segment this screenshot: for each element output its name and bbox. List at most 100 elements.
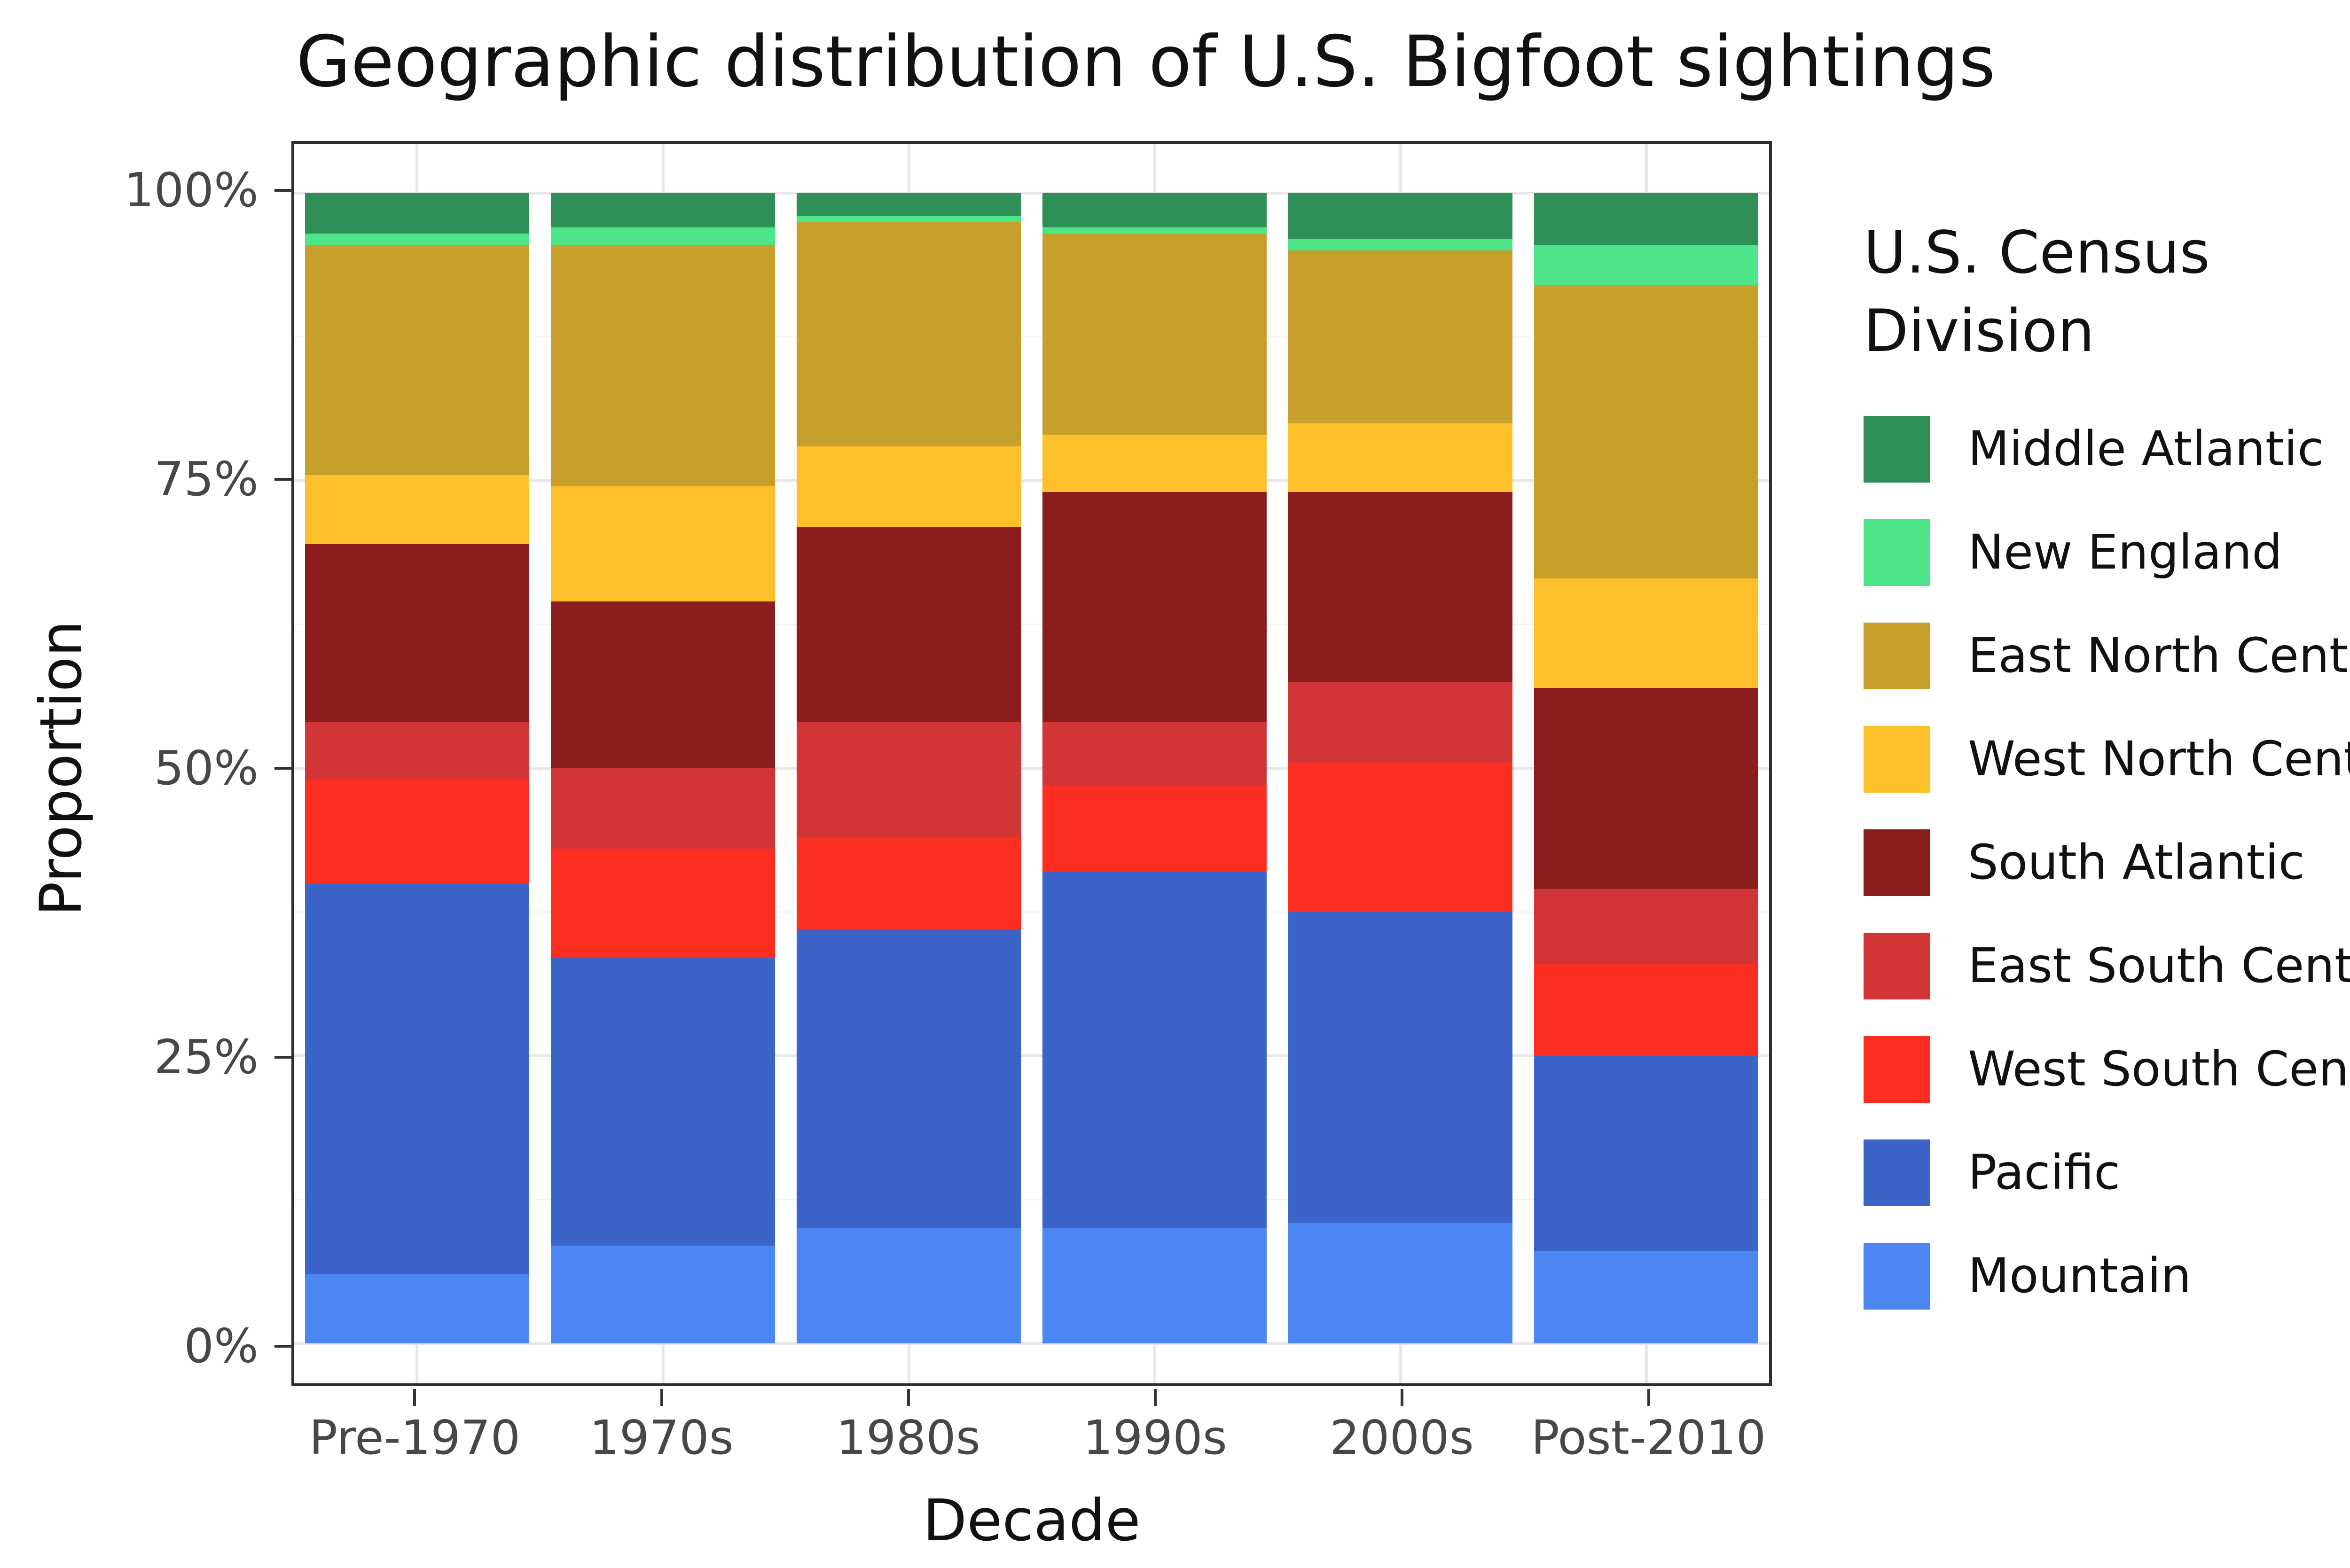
- bar-segment: [1534, 964, 1758, 1056]
- legend-item: Middle Atlantic: [1864, 415, 2350, 483]
- bar-segment: [1288, 1222, 1512, 1343]
- bar-segment: [1534, 285, 1758, 579]
- legend-swatch: [1864, 1036, 1930, 1103]
- y-axis-tick: [274, 189, 291, 192]
- y-axis-tick-label: 75%: [154, 452, 258, 507]
- legend-swatch: [1864, 519, 1930, 586]
- legend-item: East South Central: [1864, 932, 2350, 999]
- gridline-horizontal: [294, 1342, 1769, 1345]
- y-axis-labels: 0% 25% 50% 75% 100%: [0, 167, 258, 1370]
- legend: U.S. Census Division Middle Atlantic New …: [1864, 214, 2350, 1310]
- bar-segment: [551, 958, 775, 1246]
- bar-segment: [1288, 762, 1512, 912]
- bar-segment: [797, 837, 1021, 929]
- bar-segment: [1534, 193, 1758, 245]
- x-axis-tick: [1400, 1389, 1403, 1406]
- bar-segment: [1042, 1228, 1267, 1343]
- bar-segment: [1042, 785, 1267, 872]
- bar-segment: [1042, 193, 1267, 228]
- legend-item: Mountain: [1864, 1242, 2350, 1310]
- bar-segment: [305, 475, 529, 544]
- y-axis-tick-label: 25%: [154, 1030, 258, 1084]
- x-axis-tick-label: 1990s: [1083, 1410, 1227, 1465]
- x-axis-tick: [1647, 1389, 1650, 1406]
- bar-segment: [797, 1228, 1021, 1343]
- bar-segment: [551, 193, 775, 228]
- bar-segment: [1042, 233, 1267, 435]
- y-axis-tick-label: 100%: [124, 163, 258, 218]
- legend-swatch: [1864, 932, 1930, 999]
- bar-segment: [1534, 245, 1758, 285]
- legend-title: U.S. Census Division: [1864, 219, 2210, 366]
- bar-segment: [551, 486, 775, 602]
- bar-segment: [1534, 1251, 1758, 1343]
- bar-segment: [1288, 239, 1512, 251]
- horizontal-gridlines: [294, 192, 1769, 1345]
- y-axis-tick-label: 0%: [184, 1318, 258, 1373]
- bar-segment: [551, 227, 775, 245]
- chart-title: Geographic distribution of U.S. Bigfoot …: [296, 21, 1996, 103]
- legend-item-label: Mountain: [1968, 1248, 2192, 1304]
- bar-segment: [1042, 435, 1267, 492]
- gridline-horizontal-minor: [294, 336, 1769, 338]
- legend-swatch: [1864, 622, 1930, 689]
- bar-pre-1970: [305, 193, 529, 1343]
- legend-swatch: [1864, 829, 1930, 896]
- legend-item-label: New England: [1968, 524, 2282, 581]
- legend-item: West South Central: [1864, 1036, 2350, 1103]
- x-axis-title: Decade: [923, 1487, 1141, 1554]
- legend-item: West North Central: [1864, 725, 2350, 793]
- legend-swatch: [1864, 725, 1930, 793]
- bar-segment: [1288, 423, 1512, 492]
- bar-segment: [305, 722, 529, 780]
- legend-item-label: East North Central: [1968, 628, 2350, 684]
- bar-1990s: [1042, 193, 1267, 1343]
- legend-item-label: Middle Atlantic: [1968, 421, 2324, 477]
- bar-segment: [1534, 1055, 1758, 1252]
- x-axis-tick: [1153, 1389, 1157, 1406]
- bar-segment: [305, 1274, 529, 1343]
- bar-segment: [1042, 872, 1267, 1229]
- x-axis-tick: [413, 1389, 416, 1406]
- bar-segment: [1288, 193, 1512, 239]
- x-axis-tick-label: Pre-1970: [309, 1410, 521, 1465]
- x-axis-tick-label: 1980s: [836, 1410, 980, 1465]
- bar-segment: [1534, 578, 1758, 688]
- legend-item: Pacific: [1864, 1139, 2350, 1206]
- legend-item-label: East South Central: [1968, 938, 2350, 994]
- gridline-horizontal: [294, 479, 1769, 482]
- y-axis-tick-label: 50%: [154, 741, 258, 796]
- bar-segment: [305, 780, 529, 883]
- gridline-horizontal: [294, 192, 1769, 195]
- bar-2000s: [1288, 193, 1512, 1343]
- legend-swatch: [1864, 1242, 1930, 1310]
- bar-segment: [797, 222, 1021, 446]
- bar-segment: [1534, 687, 1758, 889]
- legend-item: South Atlantic: [1864, 829, 2350, 896]
- bar-1970s: [551, 193, 775, 1343]
- y-axis-tick: [274, 767, 291, 770]
- bar-segment: [1042, 492, 1267, 723]
- bar-1980s: [797, 193, 1021, 1343]
- gridline-horizontal: [294, 767, 1769, 770]
- legend-item-label: Pacific: [1968, 1145, 2121, 1201]
- gridline-horizontal-minor: [294, 911, 1769, 913]
- legend-items: Middle Atlantic New England East North Cen…: [1864, 415, 2350, 1310]
- bar-segment: [551, 768, 775, 849]
- bar-segment: [1288, 682, 1512, 763]
- bar-post-2010: [1534, 193, 1758, 1343]
- y-axis-ticks: [274, 189, 291, 1348]
- x-axis-tick-label: 1970s: [589, 1410, 734, 1465]
- y-axis-tick: [274, 1345, 291, 1348]
- legend-swatch: [1864, 415, 1930, 483]
- gridline-horizontal-minor: [294, 1199, 1769, 1201]
- gridline-horizontal: [294, 1054, 1769, 1057]
- bar-segment: [305, 883, 529, 1275]
- bar-segment: [1288, 492, 1512, 682]
- legend-item: New England: [1864, 519, 2350, 586]
- bar-segment: [1288, 250, 1512, 423]
- bar-segment: [797, 446, 1021, 527]
- x-axis-tick: [907, 1389, 910, 1406]
- plot-inner-area: [294, 192, 1769, 1345]
- x-axis-ticks: [291, 1389, 1772, 1406]
